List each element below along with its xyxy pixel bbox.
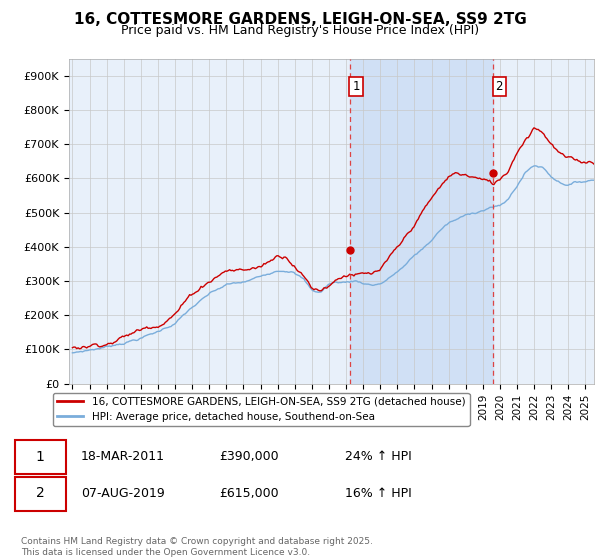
Bar [350,59,493,384]
Text: 16% ↑ HPI: 16% ↑ HPI [345,487,412,500]
Text: 2: 2 [36,486,44,500]
Text: 1: 1 [36,450,44,464]
Text: 2: 2 [496,80,503,92]
Text: 24% ↑ HPI: 24% ↑ HPI [345,450,412,463]
Text: Price paid vs. HM Land Registry's House Price Index (HPI): Price paid vs. HM Land Registry's House … [121,24,479,36]
FancyBboxPatch shape [15,477,66,511]
Text: 16, COTTESMORE GARDENS, LEIGH-ON-SEA, SS9 2TG: 16, COTTESMORE GARDENS, LEIGH-ON-SEA, SS… [74,12,526,27]
Text: 18-MAR-2011: 18-MAR-2011 [81,450,165,463]
Text: 1: 1 [352,80,359,92]
Text: Contains HM Land Registry data © Crown copyright and database right 2025.
This d: Contains HM Land Registry data © Crown c… [21,538,373,557]
Text: 07-AUG-2019: 07-AUG-2019 [81,487,165,500]
Text: £390,000: £390,000 [219,450,278,463]
Legend: 16, COTTESMORE GARDENS, LEIGH-ON-SEA, SS9 2TG (detached house), HPI: Average pri: 16, COTTESMORE GARDENS, LEIGH-ON-SEA, SS… [53,393,470,426]
FancyBboxPatch shape [15,440,66,474]
Text: £615,000: £615,000 [219,487,278,500]
